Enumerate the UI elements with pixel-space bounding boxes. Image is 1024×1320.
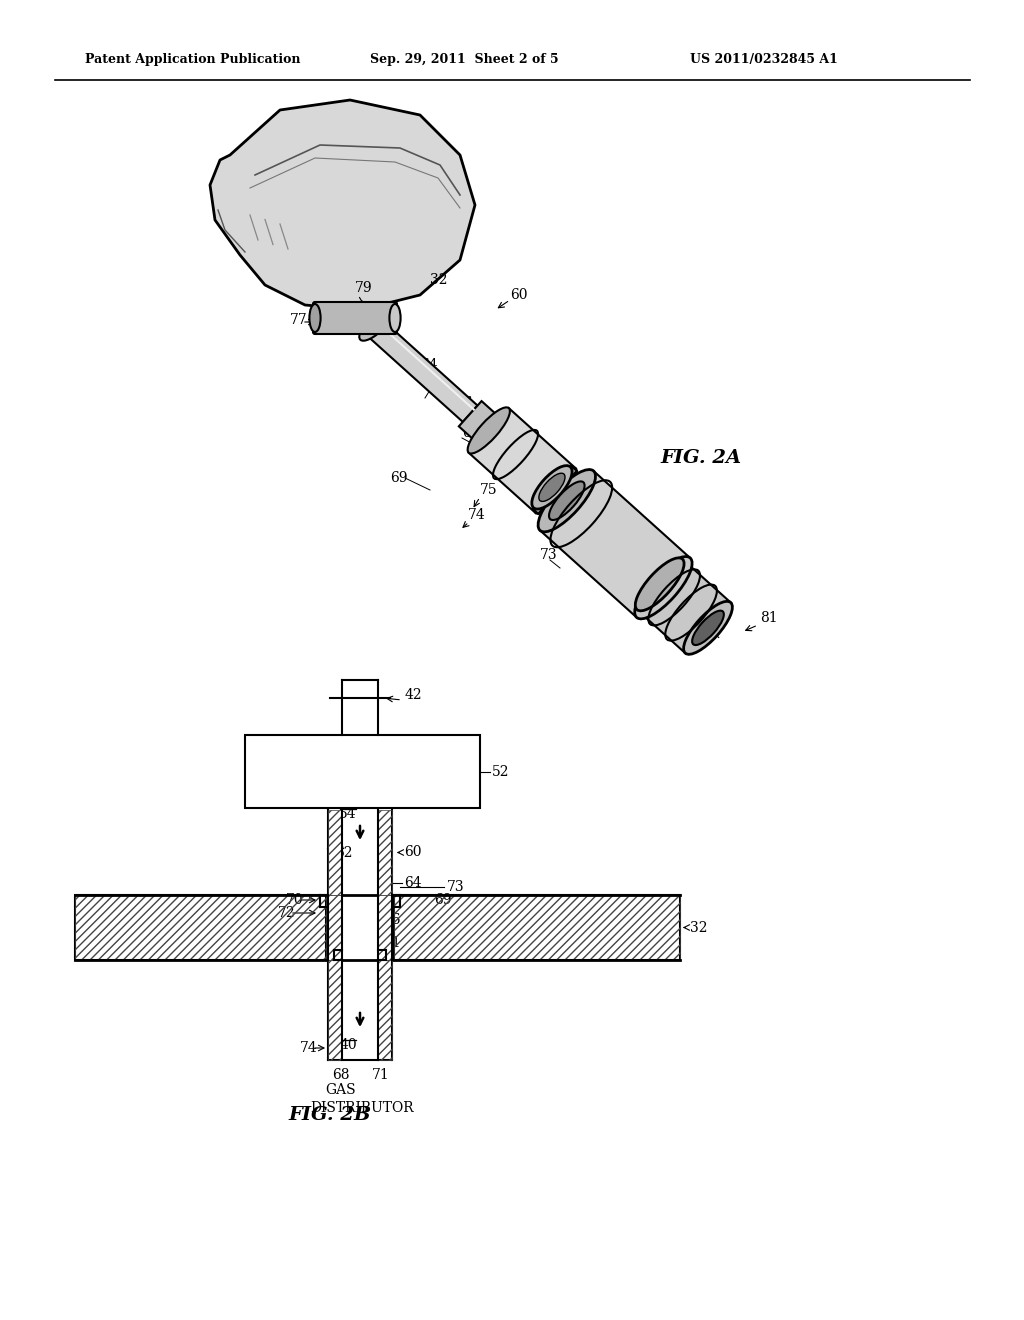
Ellipse shape <box>635 558 684 611</box>
Text: FIG. 2A: FIG. 2A <box>660 449 741 467</box>
Text: 74: 74 <box>300 1041 317 1055</box>
Text: DISTRIBUTOR: DISTRIBUTOR <box>310 1101 414 1115</box>
Text: 81: 81 <box>760 611 777 624</box>
Text: FIG. 2B: FIG. 2B <box>289 1106 372 1125</box>
Text: 52: 52 <box>492 764 510 779</box>
Ellipse shape <box>684 602 732 655</box>
Text: Patent Application Publication: Patent Application Publication <box>85 54 300 66</box>
Text: GAS: GAS <box>325 1082 355 1097</box>
Bar <box>378 895 392 960</box>
Text: ENERGIZER: ENERGIZER <box>317 774 408 787</box>
Polygon shape <box>210 100 475 310</box>
Ellipse shape <box>549 482 585 520</box>
Bar <box>394 895 680 960</box>
Text: 66: 66 <box>383 913 400 927</box>
Text: 68: 68 <box>332 1068 349 1082</box>
Text: 73: 73 <box>447 880 465 894</box>
Polygon shape <box>469 408 575 513</box>
Text: 70: 70 <box>286 894 304 907</box>
Text: 74: 74 <box>468 508 485 521</box>
Polygon shape <box>347 302 477 422</box>
Bar <box>75 895 326 960</box>
Bar <box>378 960 392 1060</box>
Text: 72: 72 <box>278 906 296 920</box>
Text: 54: 54 <box>339 807 356 821</box>
Bar <box>328 895 342 960</box>
Text: 69: 69 <box>390 471 408 484</box>
Text: 66: 66 <box>455 396 472 411</box>
Bar <box>328 810 342 895</box>
Polygon shape <box>459 401 495 438</box>
Bar <box>394 895 680 960</box>
Text: 75: 75 <box>480 483 498 498</box>
Text: 42: 42 <box>406 688 423 702</box>
Bar <box>378 895 392 960</box>
Polygon shape <box>532 466 577 513</box>
Text: 71: 71 <box>372 1068 390 1082</box>
Bar <box>328 895 342 960</box>
Ellipse shape <box>635 557 692 619</box>
Text: US 2011/0232845 A1: US 2011/0232845 A1 <box>690 54 838 66</box>
Text: 70: 70 <box>430 378 447 392</box>
Text: 60: 60 <box>404 846 422 859</box>
Text: 64: 64 <box>404 876 422 890</box>
Text: 79: 79 <box>355 281 373 294</box>
Text: 69: 69 <box>434 894 452 907</box>
Ellipse shape <box>539 473 565 502</box>
FancyBboxPatch shape <box>313 302 397 334</box>
Bar <box>328 810 342 895</box>
Bar <box>328 960 342 1060</box>
Text: 73: 73 <box>540 548 558 562</box>
Ellipse shape <box>538 470 596 532</box>
Polygon shape <box>540 471 690 618</box>
Text: 40: 40 <box>339 1038 356 1052</box>
Text: 60: 60 <box>510 288 527 302</box>
Text: 72: 72 <box>467 411 484 425</box>
Bar <box>378 810 392 895</box>
Text: 32: 32 <box>430 273 447 286</box>
Text: 68: 68 <box>462 426 479 440</box>
Bar <box>328 960 342 1060</box>
Bar <box>75 895 326 960</box>
Polygon shape <box>637 560 731 653</box>
Text: 64: 64 <box>420 358 437 372</box>
Text: GAS: GAS <box>347 754 378 767</box>
Ellipse shape <box>692 611 724 645</box>
Text: Sep. 29, 2011  Sheet 2 of 5: Sep. 29, 2011 Sheet 2 of 5 <box>370 54 559 66</box>
Text: 32: 32 <box>690 920 708 935</box>
Ellipse shape <box>535 467 577 513</box>
Ellipse shape <box>531 466 572 510</box>
Bar <box>378 960 392 1060</box>
Text: 71: 71 <box>620 528 638 543</box>
Text: 77: 77 <box>290 313 308 327</box>
Ellipse shape <box>389 304 400 333</box>
Text: 62: 62 <box>335 846 352 861</box>
Text: 61: 61 <box>383 936 400 950</box>
Bar <box>245 735 480 808</box>
Ellipse shape <box>468 408 510 454</box>
Ellipse shape <box>309 304 321 333</box>
Bar <box>378 810 392 895</box>
Ellipse shape <box>359 304 396 341</box>
